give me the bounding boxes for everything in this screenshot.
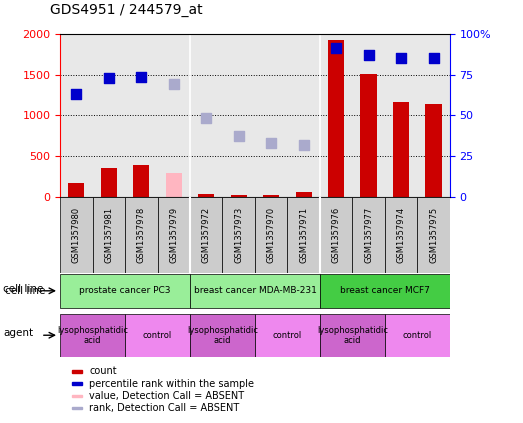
Bar [190,197,222,273]
Bar [417,197,450,273]
Text: GSM1357972: GSM1357972 [202,207,211,263]
Text: control: control [273,331,302,340]
Bar [125,197,157,273]
Text: GSM1357974: GSM1357974 [396,207,405,263]
Text: agent: agent [3,328,33,338]
Bar [101,168,117,197]
Text: GSM1357976: GSM1357976 [332,207,340,263]
Text: GSM1357978: GSM1357978 [137,207,146,263]
Text: lysophosphatidic
acid: lysophosphatidic acid [187,326,258,345]
Text: control: control [403,331,432,340]
Bar [295,192,312,197]
Bar [222,197,255,273]
Bar [72,395,82,397]
Bar [263,195,279,197]
Bar [320,197,353,273]
Bar [360,74,377,197]
Text: GSM1357981: GSM1357981 [105,207,113,263]
Point [332,45,340,52]
Bar [353,197,385,273]
Bar [198,194,214,197]
Text: GSM1357975: GSM1357975 [429,207,438,263]
Bar [125,314,190,357]
Bar [320,314,385,357]
Bar [255,197,288,273]
Text: cell line: cell line [3,284,43,294]
Point [169,80,178,87]
Text: lysophosphatidic
acid: lysophosphatidic acid [57,326,128,345]
Bar [60,274,190,308]
Bar [133,165,150,197]
Point [365,52,373,58]
Bar [231,195,247,197]
Text: GSM1357979: GSM1357979 [169,207,178,263]
Text: value, Detection Call = ABSENT: value, Detection Call = ABSENT [89,391,244,401]
Text: control: control [143,331,172,340]
Point [397,55,405,62]
Text: GSM1357970: GSM1357970 [267,207,276,263]
Text: GDS4951 / 244579_at: GDS4951 / 244579_at [50,3,202,17]
Bar [288,197,320,273]
Bar [393,102,409,197]
Bar [72,407,82,409]
Point [137,74,145,80]
Bar [255,314,320,357]
Bar [328,40,344,197]
Point [72,91,81,97]
Bar [385,314,450,357]
Point [429,55,438,62]
Text: cell line: cell line [5,286,46,296]
Text: percentile rank within the sample: percentile rank within the sample [89,379,254,389]
Text: count: count [89,366,117,376]
Point [234,132,243,139]
Bar [60,197,93,273]
Bar [93,197,125,273]
Text: breast cancer MCF7: breast cancer MCF7 [340,286,430,295]
Point [300,141,308,148]
Bar [166,173,182,197]
Bar [320,274,450,308]
Bar [157,197,190,273]
Text: prostate cancer PC3: prostate cancer PC3 [79,286,171,295]
Bar [190,314,255,357]
Bar [60,314,125,357]
Text: GSM1357973: GSM1357973 [234,207,243,263]
Bar [72,370,82,373]
Text: GSM1357971: GSM1357971 [299,207,308,263]
Point [267,140,276,146]
Bar [69,183,85,197]
Bar [190,274,320,308]
Point [202,114,210,121]
Text: lysophosphatidic
acid: lysophosphatidic acid [317,326,388,345]
Bar [72,382,82,385]
Point [105,74,113,81]
Text: GSM1357977: GSM1357977 [364,207,373,263]
Text: breast cancer MDA-MB-231: breast cancer MDA-MB-231 [194,286,316,295]
Text: rank, Detection Call = ABSENT: rank, Detection Call = ABSENT [89,403,240,413]
Bar [385,197,417,273]
Text: GSM1357980: GSM1357980 [72,207,81,263]
Bar [425,104,441,197]
